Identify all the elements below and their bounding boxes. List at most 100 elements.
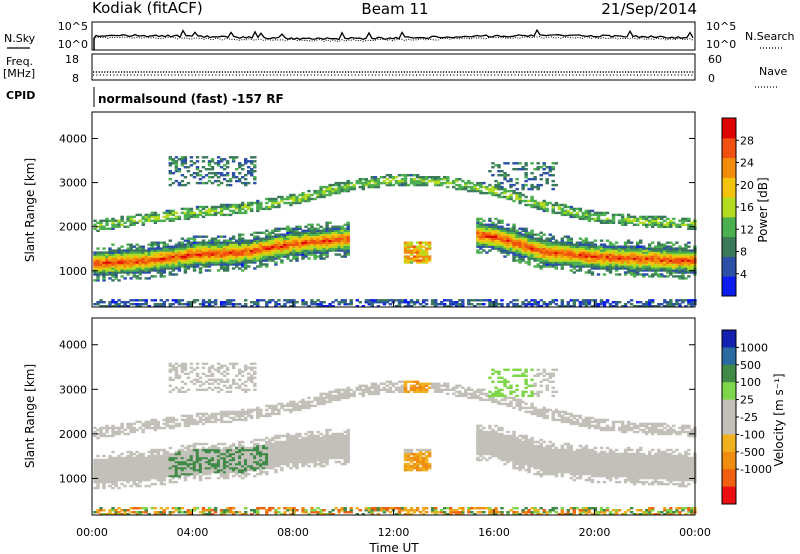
power-cell — [506, 243, 510, 246]
power-cell — [636, 219, 640, 222]
velocity-cell — [123, 458, 127, 462]
power-cell — [168, 251, 173, 254]
power-cell — [382, 303, 387, 306]
power-cell — [253, 247, 257, 250]
velocity-cell — [210, 458, 215, 462]
velocity-cell — [177, 464, 182, 468]
power-cell — [313, 249, 317, 252]
velocity-cell — [192, 450, 197, 454]
power-cell — [144, 263, 148, 266]
power-cell — [421, 245, 426, 248]
power-cell — [213, 174, 218, 177]
power-cell — [343, 185, 347, 189]
power-cell — [452, 179, 456, 183]
power-cell — [645, 219, 649, 222]
velocity-cell — [132, 474, 136, 478]
power-cell — [201, 207, 206, 211]
power-cell — [406, 251, 411, 254]
power-cell — [244, 263, 248, 266]
power-cell — [488, 245, 492, 248]
power-cell — [536, 245, 540, 248]
power-cell — [512, 251, 516, 254]
power-cell — [219, 207, 224, 211]
power-cell — [476, 241, 480, 244]
power-cell — [563, 263, 568, 266]
power-cell — [403, 259, 408, 262]
velocity-cell — [144, 422, 148, 426]
power-cell — [418, 247, 423, 250]
power-cell — [235, 243, 239, 246]
power-cell — [636, 253, 640, 256]
power-cell — [180, 249, 185, 252]
power-cell — [331, 249, 335, 252]
power-cell — [421, 241, 426, 244]
power-cell — [244, 245, 248, 248]
power-cell — [545, 203, 549, 207]
power-cell — [340, 225, 344, 228]
power-cell — [265, 201, 269, 205]
power-cell — [412, 181, 417, 185]
power-cell — [201, 239, 206, 242]
velocity-cell — [204, 468, 209, 472]
power-cell — [280, 305, 284, 308]
velocity-cell — [183, 470, 188, 474]
power-cell — [183, 255, 188, 258]
power-cell — [684, 253, 688, 256]
power-cell — [678, 299, 682, 302]
power-cell — [593, 305, 598, 308]
power-cell — [636, 269, 640, 272]
power-cell — [238, 207, 242, 211]
power-cell — [527, 247, 531, 250]
velocity-cell — [177, 376, 182, 380]
power-cell — [406, 303, 411, 306]
power-cell — [434, 179, 438, 183]
power-cell — [491, 243, 495, 246]
power-cell — [256, 301, 260, 304]
power-cell — [527, 239, 531, 242]
power-cell — [216, 162, 221, 165]
power-cell — [132, 275, 136, 278]
power-colorbar-tick-label: 16 — [740, 201, 754, 214]
power-cell — [186, 237, 191, 240]
power-cell — [346, 247, 350, 250]
velocity-cell — [108, 426, 112, 430]
power-cell — [548, 233, 552, 236]
power-cell — [183, 271, 188, 274]
velocity-cell — [171, 456, 176, 460]
power-cell — [554, 261, 559, 264]
power-cell — [663, 215, 667, 219]
power-cell — [307, 305, 311, 308]
power-cell — [183, 265, 188, 268]
power-cell — [346, 221, 350, 224]
power-cell — [485, 241, 489, 244]
power-cell — [503, 172, 507, 175]
power-cell — [548, 243, 552, 246]
velocity-cell — [150, 452, 154, 456]
power-cell — [186, 257, 191, 260]
power-cell — [409, 251, 414, 254]
power-cell — [376, 178, 381, 181]
power-cell — [117, 255, 121, 258]
power-cell — [545, 172, 549, 175]
power-cell — [446, 299, 450, 302]
velocity-cell — [108, 456, 112, 460]
power-cell — [518, 193, 522, 197]
power-cell — [599, 219, 604, 222]
power-cell — [247, 207, 251, 211]
velocity-cell — [174, 474, 179, 478]
velocity-cell — [195, 462, 200, 466]
power-cell — [238, 253, 242, 256]
power-cell — [675, 249, 679, 252]
power-cell — [174, 170, 179, 173]
power-cell — [117, 269, 121, 272]
power-cell — [669, 223, 673, 226]
power-cell — [259, 263, 263, 266]
power-cell — [584, 299, 589, 302]
power-cell — [298, 233, 302, 236]
power-cell — [96, 273, 100, 276]
power-cell — [96, 301, 100, 304]
velocity-cell — [174, 452, 179, 456]
power-cell — [204, 305, 209, 308]
power-cell — [476, 231, 480, 234]
power-cell — [289, 233, 293, 236]
